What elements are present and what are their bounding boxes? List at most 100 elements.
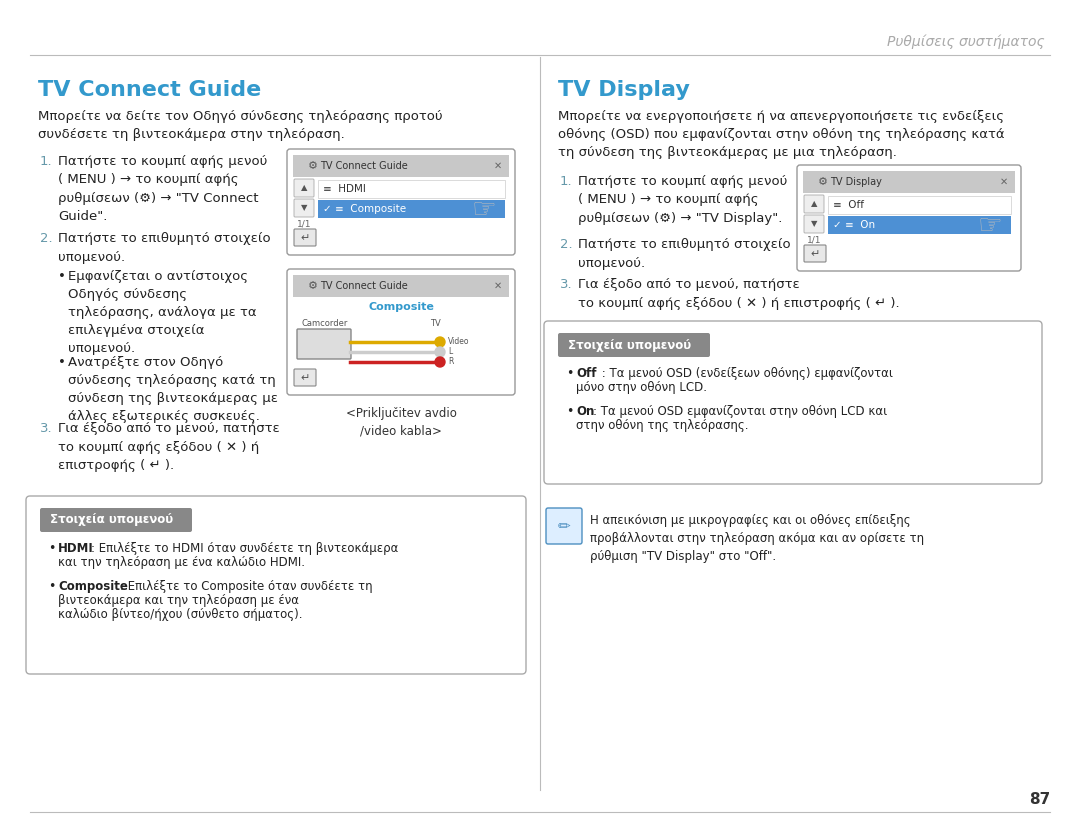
- Text: Στοιχεία υπομενού: Στοιχεία υπομενού: [50, 514, 173, 527]
- FancyBboxPatch shape: [558, 333, 710, 357]
- Circle shape: [435, 357, 445, 367]
- Text: ⚙: ⚙: [308, 161, 318, 171]
- Text: •: •: [566, 405, 573, 418]
- Text: •: •: [58, 270, 66, 283]
- Text: βιντεοκάμερα και την τηλεόραση με ένα: βιντεοκάμερα και την τηλεόραση με ένα: [58, 594, 299, 607]
- FancyBboxPatch shape: [287, 149, 515, 255]
- Text: Ρυθμίσεις συστήματος: Ρυθμίσεις συστήματος: [888, 35, 1045, 50]
- Text: ✏: ✏: [557, 519, 570, 533]
- Text: TV Connect Guide: TV Connect Guide: [320, 161, 408, 171]
- Text: Camcorder: Camcorder: [302, 319, 349, 328]
- Text: ✕: ✕: [494, 281, 502, 291]
- Text: Πατήστε το επιθυμητό στοιχείο
υπομενού.: Πατήστε το επιθυμητό στοιχείο υπομενού.: [58, 232, 271, 264]
- Text: 87: 87: [1029, 792, 1050, 807]
- Text: : Τα μενού OSD (ενδείξεων οθόνης) εμφανίζονται: : Τα μενού OSD (ενδείξεων οθόνης) εμφανί…: [598, 367, 893, 380]
- Text: : Επιλέξτε το HDMI όταν συνδέετε τη βιντεοκάμερα: : Επιλέξτε το HDMI όταν συνδέετε τη βιντ…: [91, 542, 399, 555]
- Text: ▼: ▼: [300, 203, 307, 213]
- Text: ✕: ✕: [494, 161, 502, 171]
- FancyBboxPatch shape: [40, 508, 192, 532]
- Text: και την τηλεόραση με ένα καλώδιο HDMI.: και την τηλεόραση με ένα καλώδιο HDMI.: [58, 556, 305, 569]
- Text: ☞: ☞: [978, 212, 1003, 240]
- Text: ≡  Off: ≡ Off: [833, 200, 864, 210]
- Text: Ανατρέξτε στον Οδηγό
σύνδεσης τηλεόρασης κατά τη
σύνδεση της βιντεοκάμερας με
άλ: Ανατρέξτε στον Οδηγό σύνδεσης τηλεόρασης…: [68, 356, 278, 423]
- Text: TV Connect Guide: TV Connect Guide: [38, 80, 261, 100]
- Text: On: On: [576, 405, 594, 418]
- Text: : Επιλέξτε το Composite όταν συνδέετε τη: : Επιλέξτε το Composite όταν συνδέετε τη: [120, 580, 373, 593]
- Text: 1.: 1.: [561, 175, 572, 188]
- FancyBboxPatch shape: [297, 329, 351, 359]
- FancyBboxPatch shape: [544, 321, 1042, 484]
- Text: ▲: ▲: [300, 184, 307, 193]
- Text: <Priključitev avdio
/video kabla>: <Priključitev avdio /video kabla>: [346, 407, 457, 437]
- Text: ▲: ▲: [811, 199, 818, 208]
- Text: Πατήστε το κουμπί αφής μενού
( MENU ) → το κουμπί αφής
ρυθμίσεων (⚙) → "TV Displ: Πατήστε το κουμπί αφής μενού ( MENU ) → …: [578, 175, 787, 225]
- Text: 1/1: 1/1: [297, 219, 311, 228]
- Text: Μπορείτε να δείτε τον Οδηγό σύνδεσης τηλεόρασης προτού
συνδέσετε τη βιντεοκάμερα: Μπορείτε να δείτε τον Οδηγό σύνδεσης τηλ…: [38, 110, 443, 141]
- Text: Στοιχεία υπομενού: Στοιχεία υπομενού: [568, 338, 691, 351]
- Text: ⚙: ⚙: [308, 281, 318, 291]
- FancyBboxPatch shape: [546, 508, 582, 544]
- FancyBboxPatch shape: [804, 245, 826, 262]
- FancyBboxPatch shape: [26, 496, 526, 674]
- Bar: [828, 216, 1011, 234]
- Bar: [293, 155, 509, 177]
- Text: •: •: [566, 367, 573, 380]
- Text: •: •: [48, 542, 55, 555]
- Text: ✓ ≡  On: ✓ ≡ On: [833, 220, 875, 230]
- FancyBboxPatch shape: [287, 269, 515, 395]
- Text: 1/1: 1/1: [807, 236, 822, 245]
- FancyBboxPatch shape: [294, 229, 316, 246]
- Text: : Τα μενού OSD εμφανίζονται στην οθόνη LCD και: : Τα μενού OSD εμφανίζονται στην οθόνη L…: [593, 405, 887, 418]
- FancyBboxPatch shape: [804, 195, 824, 213]
- Bar: [828, 196, 1011, 214]
- Text: R: R: [448, 357, 454, 366]
- Text: TV Connect Guide: TV Connect Guide: [320, 281, 408, 291]
- FancyBboxPatch shape: [804, 215, 824, 233]
- Text: ⚙: ⚙: [818, 177, 828, 187]
- FancyBboxPatch shape: [294, 199, 314, 217]
- Text: ≡  HDMI: ≡ HDMI: [323, 184, 366, 194]
- Text: ↵: ↵: [300, 233, 310, 243]
- Text: •: •: [58, 356, 66, 369]
- Text: καλώδιο βίντεο/ήχου (σύνθετο σήματος).: καλώδιο βίντεο/ήχου (σύνθετο σήματος).: [58, 608, 302, 621]
- Bar: [293, 275, 509, 297]
- Circle shape: [435, 337, 445, 347]
- Text: ✓ ≡  Composite: ✓ ≡ Composite: [323, 204, 406, 214]
- FancyBboxPatch shape: [294, 369, 316, 386]
- Text: ✕: ✕: [1000, 177, 1008, 187]
- Bar: [318, 180, 505, 198]
- Text: ↵: ↵: [810, 249, 820, 259]
- Text: 3.: 3.: [40, 422, 53, 435]
- Text: HDMI: HDMI: [58, 542, 94, 555]
- FancyBboxPatch shape: [797, 165, 1021, 271]
- Text: ☞: ☞: [472, 196, 497, 224]
- Text: Εμφανίζεται ο αντίστοιχος
Οδηγός σύνδεσης
τηλεόρασης, ανάλογα με τα
επιλεγμένα σ: Εμφανίζεται ο αντίστοιχος Οδηγός σύνδεση…: [68, 270, 257, 355]
- Bar: [804, 171, 1015, 193]
- Text: Composite: Composite: [368, 302, 434, 312]
- Text: Πατήστε το κουμπί αφής μενού
( MENU ) → το κουμπί αφής
ρυθμίσεων (⚙) → "TV Conne: Πατήστε το κουμπί αφής μενού ( MENU ) → …: [58, 155, 268, 223]
- Text: Μπορείτε να ενεργοποιήσετε ή να απενεργοποιήσετε τις ενδείξεις
οθόνης (OSD) που : Μπορείτε να ενεργοποιήσετε ή να απενεργο…: [558, 110, 1004, 159]
- Text: TV Display: TV Display: [558, 80, 690, 100]
- Text: μόνο στην οθόνη LCD.: μόνο στην οθόνη LCD.: [576, 381, 707, 394]
- Text: Η απεικόνιση με μικρογραφίες και οι οθόνες επίδειξης
προβάλλονται στην τηλεόραση: Η απεικόνιση με μικρογραφίες και οι οθόν…: [590, 514, 924, 563]
- Text: TV Display: TV Display: [831, 177, 882, 187]
- Text: TV: TV: [430, 319, 441, 328]
- Text: 3.: 3.: [561, 278, 572, 291]
- Text: στην οθόνη της τηλεόρασης.: στην οθόνη της τηλεόρασης.: [576, 419, 748, 432]
- Text: Για έξοδο από το μενού, πατήστε
το κουμπί αφής εξόδου ( ✕ ) ή επιστροφής ( ↵ ).: Για έξοδο από το μενού, πατήστε το κουμπ…: [578, 278, 900, 309]
- FancyBboxPatch shape: [294, 179, 314, 197]
- Text: Off: Off: [576, 367, 596, 380]
- Circle shape: [435, 347, 445, 357]
- Text: Composite: Composite: [58, 580, 127, 593]
- Text: Video: Video: [448, 337, 470, 347]
- Text: •: •: [48, 580, 55, 593]
- Bar: [318, 200, 505, 218]
- Text: Πατήστε το επιθυμητό στοιχείο
υπομενού.: Πατήστε το επιθυμητό στοιχείο υπομενού.: [578, 238, 791, 270]
- Text: 2.: 2.: [40, 232, 53, 245]
- Text: Για έξοδο από το μενού, πατήστε
το κουμπί αφής εξόδου ( ✕ ) ή
επιστροφής ( ↵ ).: Για έξοδο από το μενού, πατήστε το κουμπ…: [58, 422, 280, 472]
- Text: L: L: [448, 347, 453, 356]
- Text: 2.: 2.: [561, 238, 572, 251]
- Text: 1.: 1.: [40, 155, 53, 168]
- Text: ▼: ▼: [811, 219, 818, 228]
- Text: ↵: ↵: [300, 373, 310, 383]
